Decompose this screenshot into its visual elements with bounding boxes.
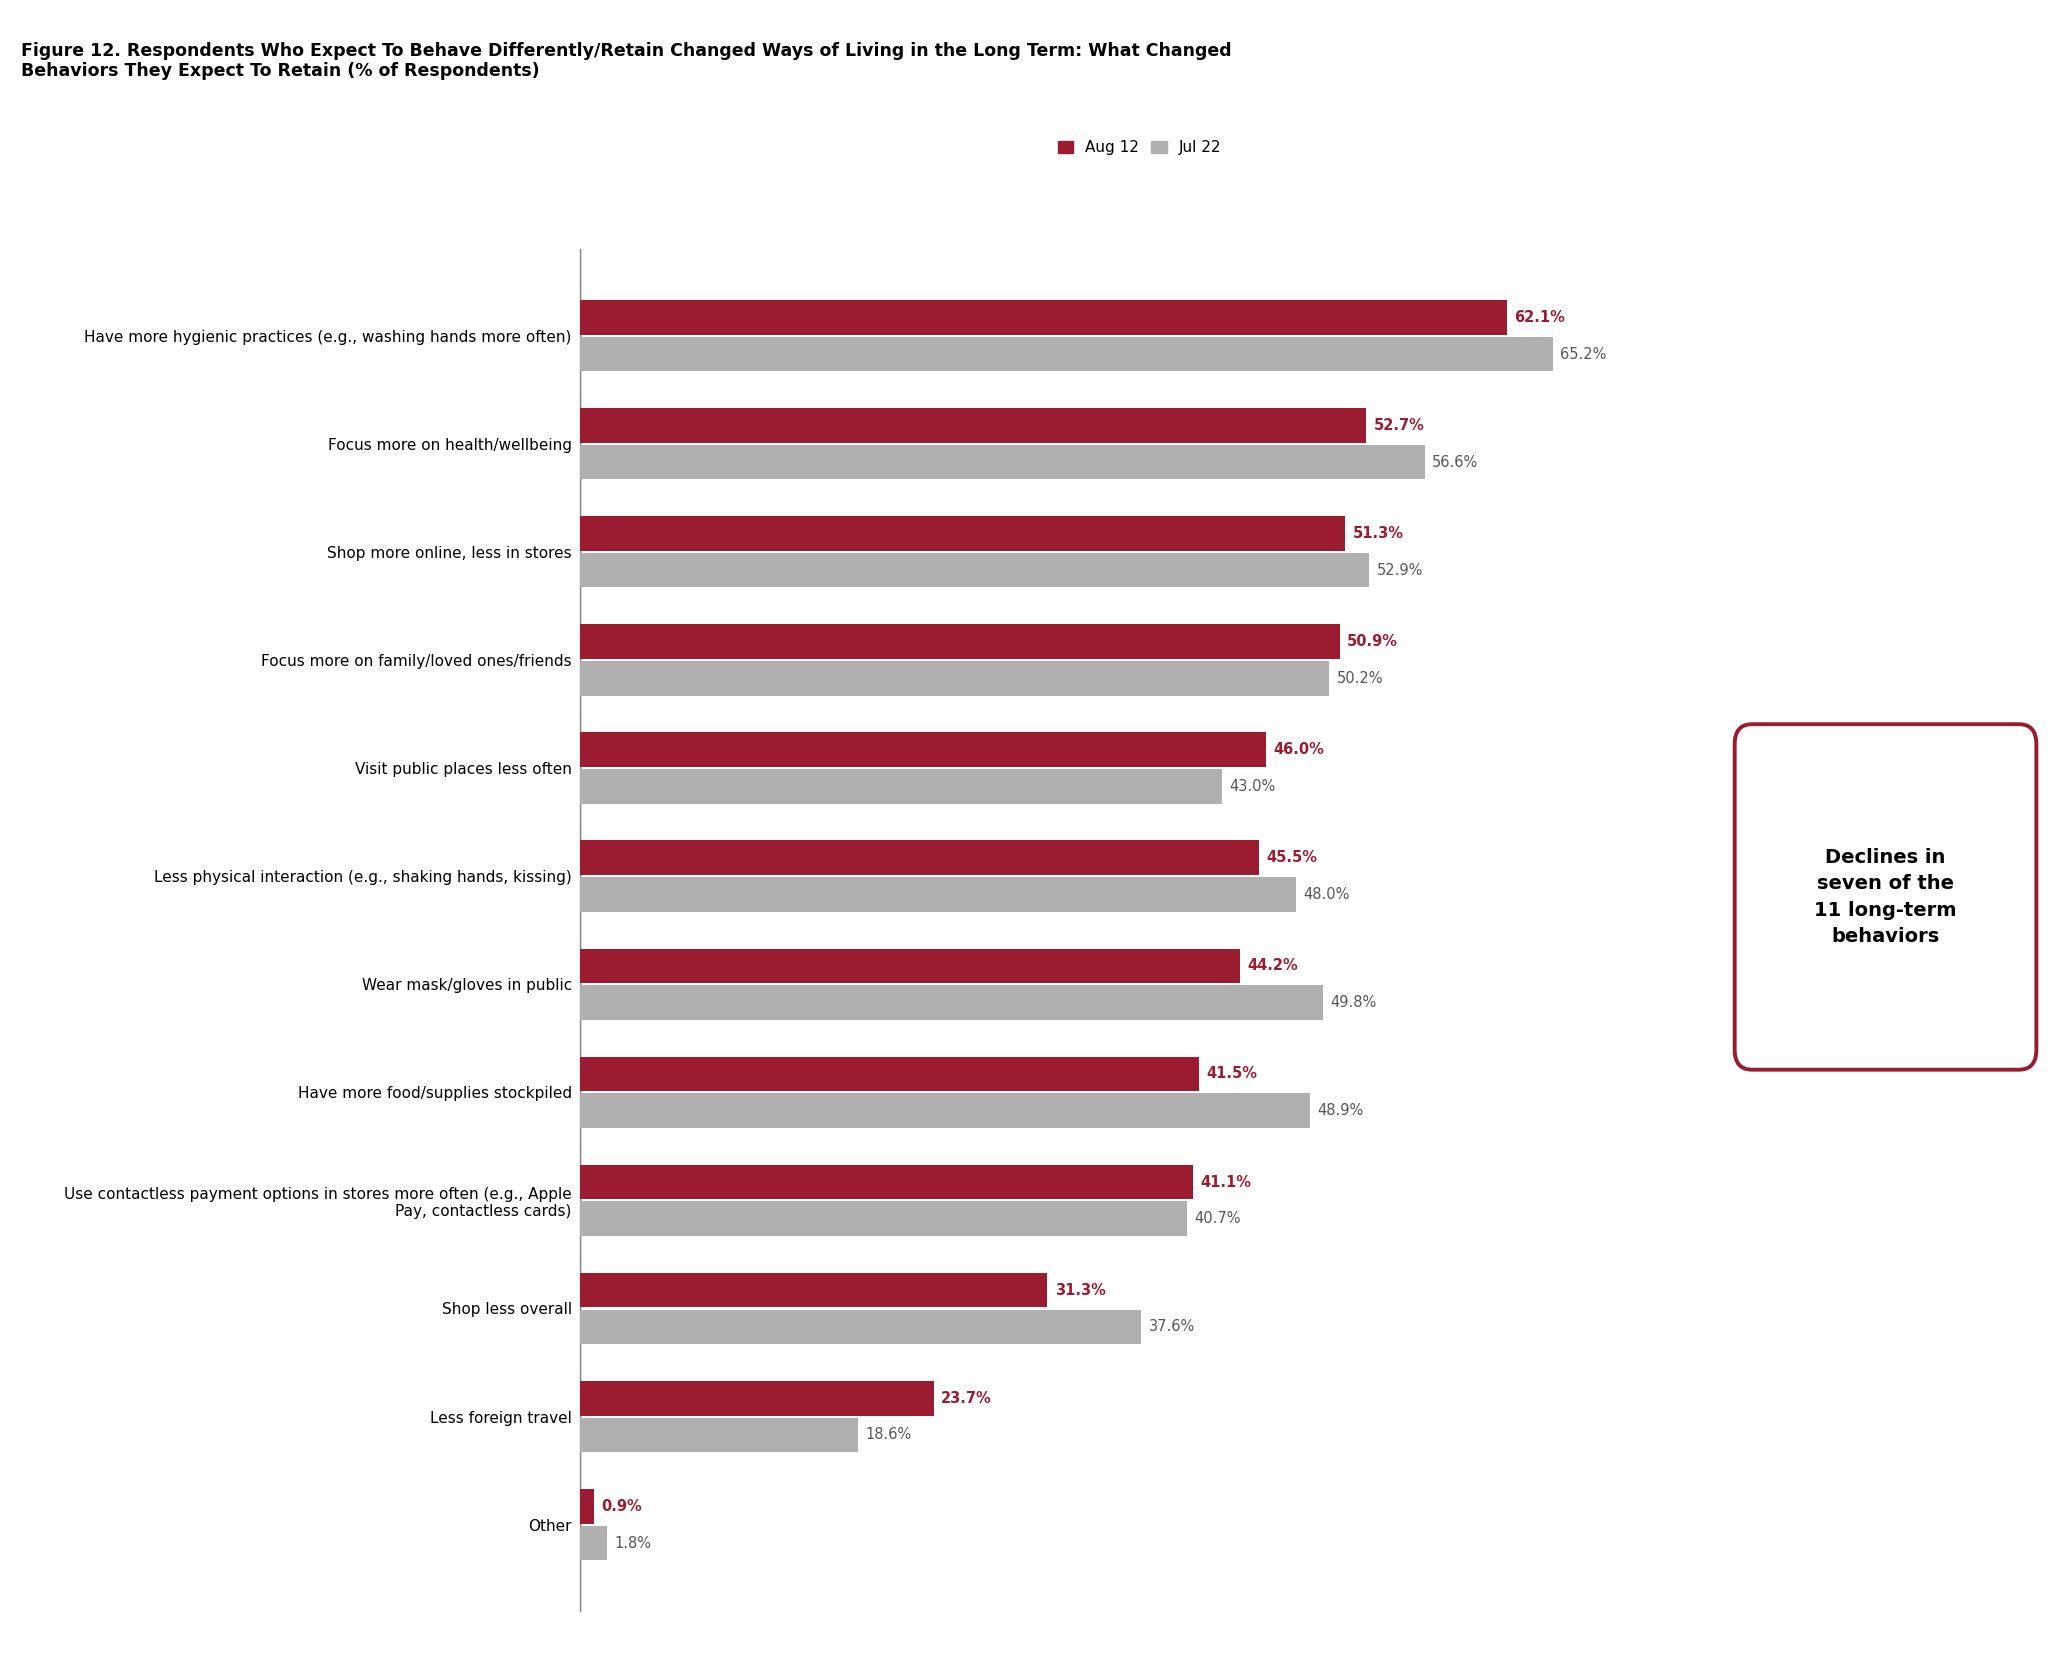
- Bar: [580, 1201, 1187, 1236]
- Text: Declines in
seven of the
11 long-term
behaviors: Declines in seven of the 11 long-term be…: [1815, 847, 1956, 947]
- Bar: [580, 661, 1328, 696]
- Text: 1.8%: 1.8%: [615, 1535, 651, 1551]
- Text: 49.8%: 49.8%: [1330, 995, 1376, 1010]
- Text: 56.6%: 56.6%: [1432, 455, 1477, 470]
- Bar: [580, 733, 1266, 767]
- Text: 41.5%: 41.5%: [1206, 1066, 1258, 1081]
- Bar: [580, 985, 1324, 1020]
- Text: 23.7%: 23.7%: [941, 1390, 992, 1405]
- Text: 51.3%: 51.3%: [1353, 527, 1405, 541]
- Text: 37.6%: 37.6%: [1148, 1319, 1196, 1334]
- Text: 48.9%: 48.9%: [1318, 1103, 1363, 1118]
- Bar: [580, 517, 1345, 551]
- Text: 52.7%: 52.7%: [1374, 419, 1426, 434]
- Text: 50.9%: 50.9%: [1347, 635, 1399, 649]
- Bar: [580, 445, 1426, 480]
- Bar: [580, 1380, 934, 1415]
- Text: 50.2%: 50.2%: [1336, 671, 1382, 686]
- Legend: Aug 12, Jul 22: Aug 12, Jul 22: [1053, 135, 1227, 161]
- Text: 65.2%: 65.2%: [1560, 347, 1606, 362]
- Bar: [580, 1272, 1046, 1307]
- Text: 45.5%: 45.5%: [1266, 850, 1318, 865]
- Bar: [580, 625, 1339, 659]
- Text: 44.2%: 44.2%: [1247, 958, 1297, 973]
- Text: 40.7%: 40.7%: [1196, 1211, 1241, 1226]
- Bar: [580, 1164, 1193, 1199]
- Bar: [580, 1093, 1310, 1128]
- Text: Figure 12. Respondents Who Expect To Behave Differently/Retain Changed Ways of L: Figure 12. Respondents Who Expect To Beh…: [21, 42, 1231, 80]
- Text: 31.3%: 31.3%: [1055, 1282, 1106, 1297]
- Bar: [580, 769, 1222, 804]
- Bar: [580, 553, 1370, 588]
- FancyBboxPatch shape: [1734, 724, 2037, 1070]
- Bar: [580, 877, 1297, 912]
- Bar: [580, 1418, 858, 1452]
- Text: 41.1%: 41.1%: [1202, 1174, 1251, 1189]
- Bar: [580, 1488, 593, 1523]
- Text: 48.0%: 48.0%: [1303, 887, 1351, 902]
- Bar: [580, 337, 1552, 372]
- Text: 0.9%: 0.9%: [601, 1498, 642, 1513]
- Text: 43.0%: 43.0%: [1229, 779, 1276, 794]
- Text: 46.0%: 46.0%: [1274, 742, 1324, 757]
- Text: 18.6%: 18.6%: [866, 1427, 912, 1442]
- Text: 62.1%: 62.1%: [1515, 309, 1564, 326]
- Bar: [580, 948, 1239, 983]
- Bar: [580, 1056, 1200, 1091]
- Bar: [580, 1526, 607, 1560]
- Bar: [580, 301, 1506, 334]
- Text: 52.9%: 52.9%: [1376, 563, 1423, 578]
- Bar: [580, 409, 1365, 442]
- Bar: [580, 840, 1260, 875]
- Bar: [580, 1309, 1142, 1344]
